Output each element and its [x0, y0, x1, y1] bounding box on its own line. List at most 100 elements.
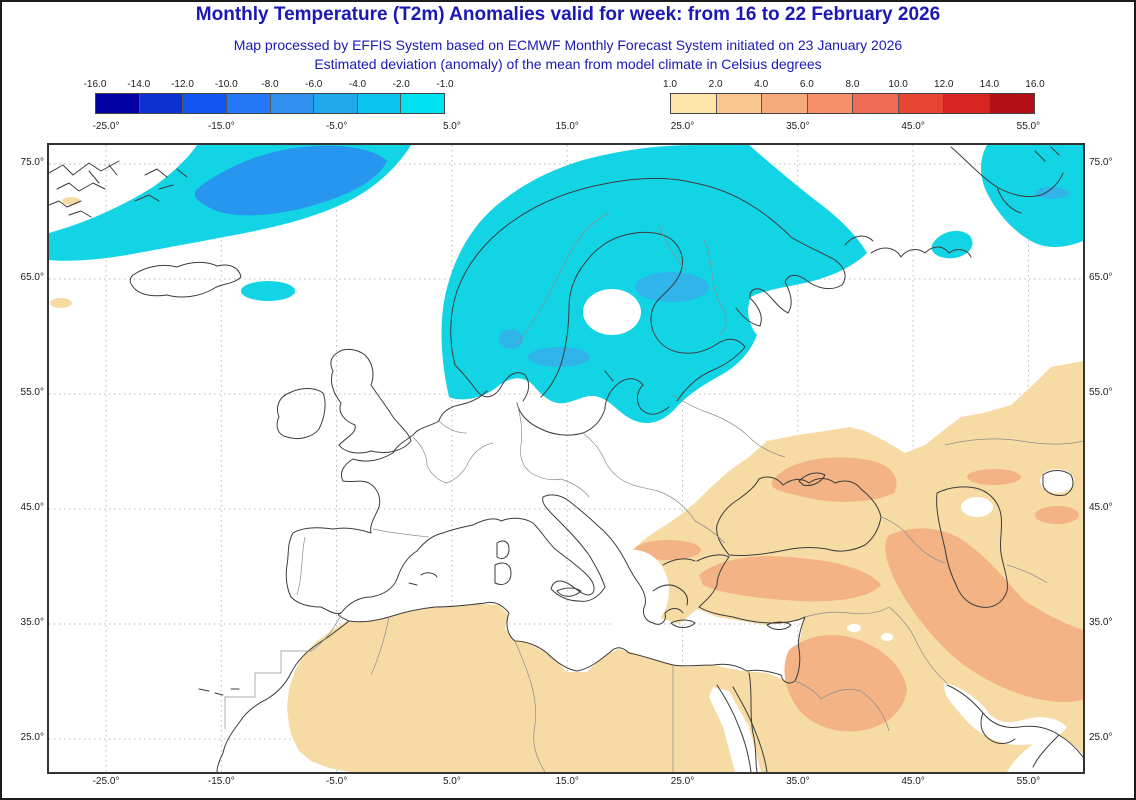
italy-coast [500, 494, 606, 602]
west-europe-coast [285, 390, 488, 614]
colorbar-segment [943, 94, 989, 113]
cool-barents [981, 145, 1083, 247]
lat-label-right: 35.0° [1089, 617, 1113, 628]
border-kazakh-russia [944, 438, 1083, 584]
lon-label-bottom: 35.0° [786, 776, 810, 787]
bothnia-white-hole [583, 289, 641, 335]
novaya-zemlya-coast [950, 146, 1064, 214]
border-caucasus [880, 516, 946, 564]
lake-urmia-white [881, 633, 893, 641]
page-subtitle-source: Map processed by EFFIS System based on E… [233, 37, 903, 53]
colorbar-tick-label: -10.0 [214, 79, 238, 90]
border-pyrenees [372, 528, 430, 538]
lat-label-right: 55.0° [1089, 387, 1113, 398]
border-danube [694, 520, 726, 544]
border-portugal [296, 536, 306, 596]
north-africa-coast [338, 601, 782, 676]
lon-label-top: 35.0° [786, 121, 810, 132]
colorbar-segment [96, 94, 139, 113]
pechora-coast [844, 235, 972, 258]
coastlines [49, 146, 1083, 772]
colorbar-tick-label: 14.0 [979, 79, 1000, 90]
cold-blob-sweden [528, 347, 590, 367]
morocco-atlantic-coast [216, 620, 350, 772]
corsica-coast [496, 540, 510, 560]
sardinia-coast [494, 562, 512, 586]
lat-label-left: 35.0° [20, 617, 44, 628]
colorbar-positive-labels: 1.0 2.0 4.0 6.0 8.0 10.0 12.0 14.0 16.0 [663, 79, 1045, 91]
colorbar-segment [852, 94, 898, 113]
colorbar-tick-label: -8.0 [261, 79, 279, 90]
greenland-coast [49, 160, 188, 218]
lon-label-top: 55.0° [1016, 121, 1041, 132]
red-sea-white [709, 687, 761, 772]
colorbar-tick-label: 16.0 [1025, 79, 1045, 90]
colorbar-tick-label: -14.0 [127, 79, 151, 90]
lat-label-left: 25.0° [20, 732, 44, 743]
lon-label-top: -5.0° [325, 121, 348, 132]
colorbar-tick-label: 8.0 [845, 79, 860, 90]
black-sea-coast [716, 476, 882, 556]
aral-coast [1042, 470, 1074, 496]
persian-gulf-white [944, 683, 1067, 745]
colorbar-segment [897, 94, 943, 113]
lon-label-bottom: 25.0° [670, 776, 695, 787]
colorbar-segment [761, 94, 807, 113]
warm-patch-ustyurt [1035, 506, 1079, 524]
crete-coast [670, 619, 696, 628]
cold-streak-atlantic [194, 145, 387, 216]
lon-label-bottom: 15.0° [555, 776, 579, 787]
aegean-white [599, 550, 669, 632]
lat-label-left: 45.0° [20, 502, 44, 513]
norway-kola-coast [450, 178, 846, 366]
colorbar-positive [670, 93, 1035, 114]
lon-label-top: -15.0° [207, 121, 235, 132]
colorbar-tick-label: 6.0 [799, 79, 814, 90]
lon-label-top: 15.0° [555, 121, 579, 132]
country-borders [224, 212, 1083, 772]
colorbar-tick-label: 12.0 [934, 79, 954, 90]
iceland-coast [129, 261, 242, 298]
colorbar-tick-label: -2.0 [392, 79, 410, 90]
border-morocco-algeria [370, 616, 390, 676]
colorbar-segment [138, 94, 183, 113]
sweden-finland-coast [454, 231, 746, 402]
warm-patch-caucasus-iran [885, 528, 1083, 702]
turkey-levant-coast [696, 554, 806, 684]
colorbar-tick-label: 2.0 [708, 79, 723, 90]
border-algeria-libya [514, 640, 546, 772]
colorbar-tick-label: -1.0 [436, 79, 454, 90]
warm-patch-syria-arabia [784, 635, 907, 732]
lon-label-bottom: 45.0° [901, 776, 925, 787]
colorbar-segment [671, 94, 716, 113]
persian-gulf-coast [946, 684, 1083, 768]
oman-corner-white [1007, 733, 1083, 772]
border-west-sahara [224, 614, 342, 729]
lon-label-top: 5.0° [442, 121, 461, 132]
warm-spot-iceland-west [50, 298, 72, 308]
border-france-east [412, 436, 494, 484]
caspian-coast [936, 486, 1008, 608]
colorbar-negative-labels: -16.0 -14.0 -12.0 -10.0 -8.0 -6.0 -4.0 -2.0 -1.0 [84, 79, 454, 91]
border-germany [438, 402, 590, 498]
border-poland-ukraine [582, 432, 696, 522]
page-title: Monthly Temperature (T2m) Anomalies vali… [195, 4, 941, 25]
warm-patch-kazakh [967, 469, 1021, 485]
lat-label-right: 65.0° [1089, 272, 1113, 283]
border-turkey-east [804, 606, 890, 618]
colorbar-tick-label: -4.0 [348, 79, 367, 90]
colorbar-segment [988, 94, 1034, 113]
border-russia-west [672, 394, 786, 458]
lon-label-top: -25.0° [92, 121, 120, 132]
warm-patch-thrace [635, 540, 701, 560]
cool-spot-south-iceland [241, 281, 295, 301]
lat-label-left: 75.0° [20, 157, 44, 168]
cold-blob-oslo [499, 329, 523, 349]
colorbar-segment [715, 94, 761, 113]
lon-label-bottom: -15.0° [207, 776, 235, 787]
cold-blob-barents [1035, 187, 1069, 199]
lat-label-left: 65.0° [20, 272, 44, 283]
map-frame [47, 143, 1085, 774]
colorbar-tick-label: 10.0 [888, 79, 908, 90]
